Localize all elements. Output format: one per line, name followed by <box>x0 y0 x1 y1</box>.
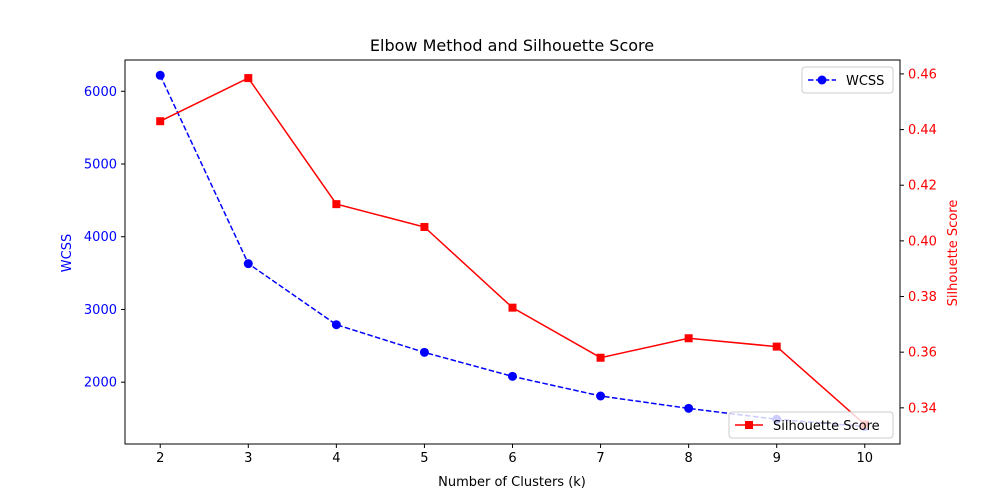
data-point-wcss-8 <box>684 403 694 413</box>
data-point-silhouette-score-8 <box>684 334 693 343</box>
x-tick-label-7: 7 <box>596 451 604 466</box>
data-point-silhouette-score-4 <box>332 200 341 209</box>
x-tick-label-2: 2 <box>156 451 164 466</box>
x-tick-label-6: 6 <box>508 451 516 466</box>
data-point-wcss-2 <box>155 70 165 80</box>
y-left-tick-label-6000: 6000 <box>84 85 117 100</box>
y-axis-left: 2000 3000 4000 5000 6000 <box>84 85 125 391</box>
x-tick-label-4: 4 <box>332 451 340 466</box>
data-point-silhouette-score-5 <box>420 222 429 231</box>
chart-title: Elbow Method and Silhouette Score <box>370 36 654 55</box>
data-point-silhouette-score-2 <box>156 117 165 126</box>
y-right-tick-label-0.40: 0.40 <box>908 234 937 249</box>
y-left-tick-label-5000: 5000 <box>84 158 117 173</box>
data-point-wcss-7 <box>596 391 606 401</box>
y-left-tick-label-4000: 4000 <box>84 230 117 245</box>
data-point-wcss-5 <box>419 347 429 357</box>
data-point-silhouette-score-7 <box>596 353 605 362</box>
x-tick-label-9: 9 <box>773 451 781 466</box>
legend-wcss: WCSS <box>801 66 894 94</box>
data-point-wcss-4 <box>331 320 341 330</box>
y-right-tick-label-0.38: 0.38 <box>908 290 937 305</box>
x-tick-label-10: 10 <box>856 451 873 466</box>
legend-wcss-box <box>801 66 894 94</box>
legend-silhouette: Silhouette Score <box>728 411 894 439</box>
y-right-tick-label-0.34: 0.34 <box>908 401 937 416</box>
y-axis-right-label: Silhouette Score <box>946 200 961 307</box>
legend-wcss-marker <box>817 75 827 85</box>
x-axis-label: Number of Clusters (k) <box>438 475 586 490</box>
y-right-tick-label-0.44: 0.44 <box>908 123 937 138</box>
data-point-silhouette-score-9 <box>772 342 781 351</box>
legend-silhouette-marker <box>745 421 753 429</box>
x-tick-label-3: 3 <box>244 451 252 466</box>
y-right-tick-label-0.46: 0.46 <box>908 67 937 82</box>
data-point-wcss-3 <box>243 259 253 269</box>
y-left-tick-label-3000: 3000 <box>84 303 117 318</box>
x-axis: 2 3 4 5 6 7 8 9 10 <box>156 444 873 466</box>
data-point-silhouette-score-6 <box>508 303 517 312</box>
x-tick-label-5: 5 <box>420 451 428 466</box>
legend-wcss-label: WCSS <box>846 74 884 89</box>
legend-silhouette-label: Silhouette Score <box>773 419 880 434</box>
y-left-tick-label-2000: 2000 <box>84 376 117 391</box>
y-axis-left-label: WCSS <box>60 234 75 272</box>
y-right-tick-label-0.42: 0.42 <box>908 179 937 194</box>
legend-silhouette-box <box>728 411 894 439</box>
data-point-wcss-6 <box>508 371 517 381</box>
x-tick-label-8: 8 <box>684 451 692 466</box>
y-axis-right: 0.34 0.36 0.38 0.40 0.42 0.44 0.46 <box>900 67 937 416</box>
data-point-silhouette-score-3 <box>244 74 253 83</box>
y-right-tick-label-0.36: 0.36 <box>908 346 937 361</box>
